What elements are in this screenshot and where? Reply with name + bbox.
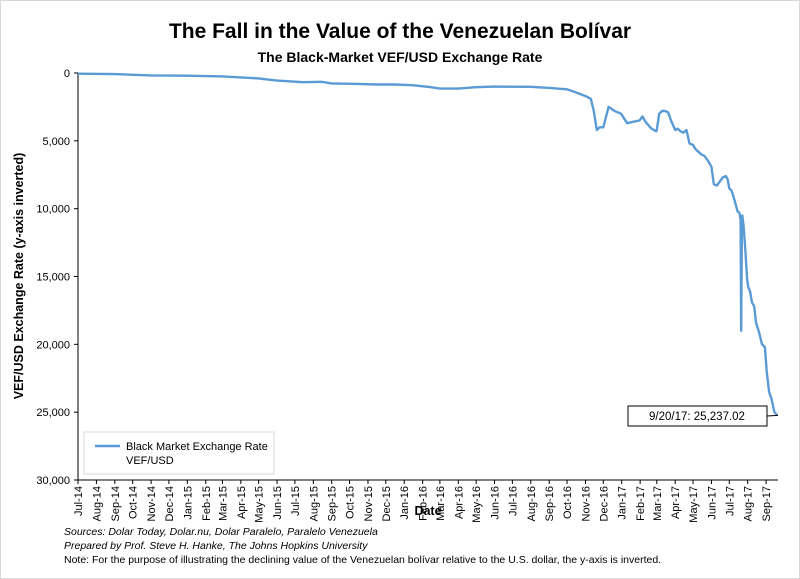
x-tick-label: Jul-15 [290,486,302,516]
x-tick-label: Dec-14 [164,486,176,521]
x-tick-label: Sep-17 [761,486,773,521]
x-tick-label: May-17 [688,486,700,523]
x-tick-label: Apr-17 [670,486,682,519]
y-tick-label: 5,000 [42,136,70,148]
x-tick-label: May-15 [254,486,266,523]
x-tick-label: Apr-15 [236,486,248,519]
inverted-axis-note: Note: For the purpose of illustrating th… [64,554,661,566]
y-tick-label: 20,000 [36,339,70,351]
y-tick-label: 15,000 [36,272,70,284]
x-axis-title: Date [414,504,441,518]
y-tick-label: 25,000 [36,407,70,419]
x-tick-label: Sep-16 [544,486,556,521]
x-tick-label: Apr-16 [453,486,465,519]
x-tick-label: Sep-15 [327,486,339,521]
x-tick-label: Jun-16 [490,486,502,520]
x-tick-label: Oct-16 [562,486,574,519]
x-tick-label: Nov-14 [146,486,158,521]
sources-note: Sources: Dolar Today, Dolar.nu, Dolar Pa… [64,526,378,538]
annotation-text: 9/20/17: 25,237.02 [649,411,745,423]
x-tick-label: Dec-15 [381,486,393,521]
x-tick-label: Oct-14 [128,486,140,519]
x-tick-label: Oct-15 [345,486,357,519]
x-tick-label: Aug-17 [743,486,755,521]
y-axis-ticks: 0 5,000 10,000 15,000 20,000 25,000 30,000 [36,68,78,487]
x-tick-label: Jun-15 [272,486,284,520]
x-tick-label: Jul-16 [507,486,519,516]
annotation-leader [766,414,779,417]
legend-label: Black Market Exchange Rate VEF/USD [126,441,268,467]
y-axis-title: VEF/USD Exchange Rate (y-axis inverted) [12,153,26,400]
series-line [77,72,779,417]
legend: Black Market Exchange Rate VEF/USD [83,431,275,475]
annotation: 9/20/17: 25,237.02 [627,405,779,427]
x-tick-label: Feb-16 [418,486,430,521]
x-axis-ticks: Jul-14 Aug-14 Sep-14 Oct-14 Nov-14 Dec-14 Jan-… [73,480,773,523]
y-tick-label: 30,000 [36,475,70,487]
x-tick-label: Sep-14 [110,486,122,521]
x-tick-label: Feb-17 [635,486,647,521]
prepared-by-note: Prepared by Prof. Steve H. Hanke, The Jo… [64,540,368,552]
x-tick-label: Feb-15 [201,486,213,521]
x-tick-label: Aug-16 [526,486,538,521]
x-tick-label: Aug-14 [91,486,103,521]
x-tick-label: Dec-16 [598,486,610,521]
x-tick-label: Mar-17 [652,486,664,521]
x-tick-label: Nov-15 [363,486,375,521]
y-tick-label: 10,000 [36,204,70,216]
x-tick-label: Mar-15 [217,486,229,521]
x-tick-label: Mar-16 [435,486,447,521]
legend-box [83,431,275,475]
x-tick-label: Jan-17 [617,486,629,520]
chart-subtitle: The Black-Market VEF/USD Exchange Rate [258,49,543,65]
x-tick-label: Jul-14 [73,486,85,516]
chart-title: The Fall in the Value of the Venezuelan … [169,20,631,43]
x-tick-label: Jan-15 [182,486,194,520]
x-tick-label: Aug-15 [308,486,320,521]
x-tick-label: Nov-16 [580,486,592,521]
x-tick-label: May-16 [471,486,483,523]
x-tick-label: Jul-17 [724,486,736,516]
series-layer [77,72,779,417]
y-tick-label: 0 [64,68,70,80]
x-tick-label: Jun-17 [706,486,718,520]
x-tick-label: Jan-16 [399,486,411,520]
